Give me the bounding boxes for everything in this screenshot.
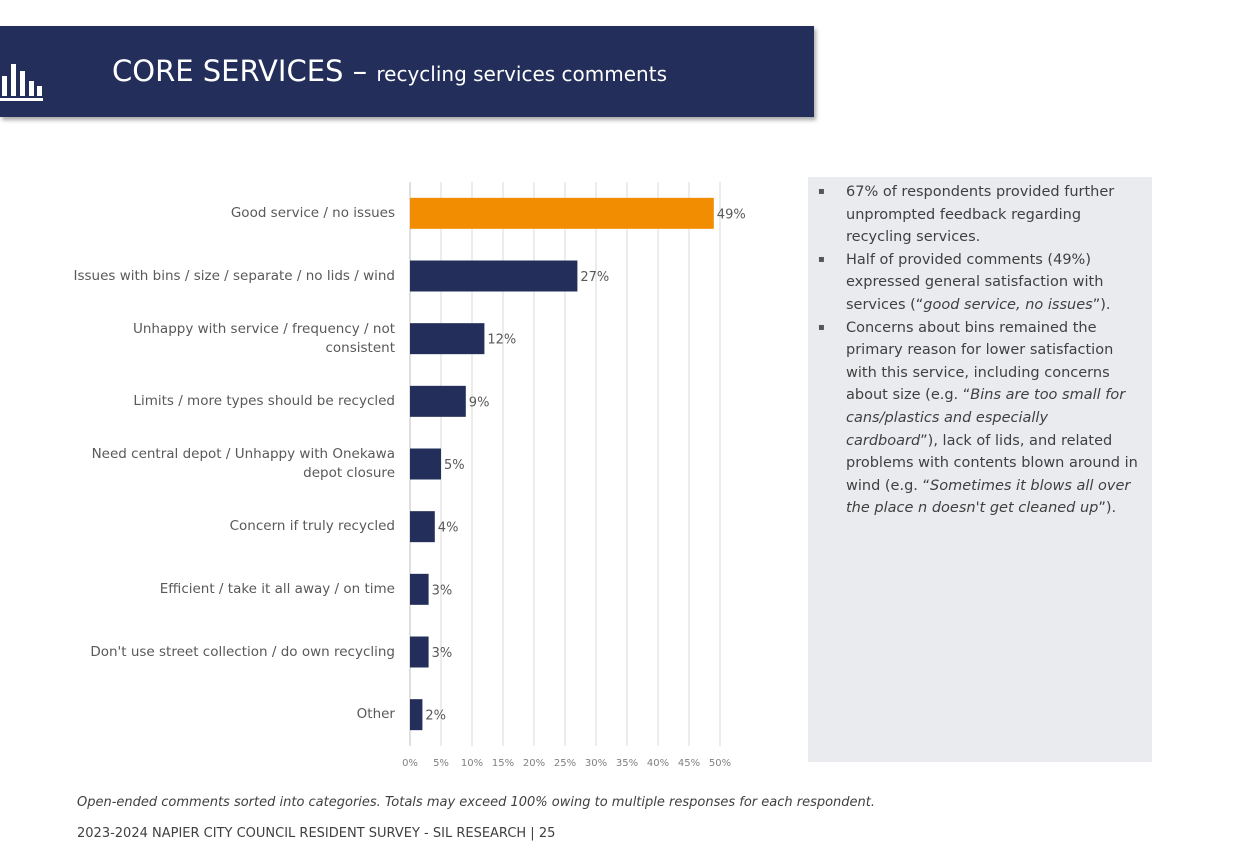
category-label: Efficient / take it all away / on time xyxy=(159,580,395,597)
x-tick-label: 0% xyxy=(402,758,418,769)
category-label: Other xyxy=(356,706,395,723)
x-tick-label: 10% xyxy=(461,758,483,769)
data-label: 12% xyxy=(487,333,516,348)
notes-panel: 67% of respondents provided further unpr… xyxy=(808,177,1152,762)
bar xyxy=(410,573,429,605)
category-label: Don't use street collection / do own rec… xyxy=(90,643,395,660)
data-label: 3% xyxy=(432,583,453,598)
note-text: ”), lack of lids, and related problems w… xyxy=(846,432,1138,494)
note-text: ”). xyxy=(1092,296,1111,313)
chart-icon xyxy=(0,64,43,101)
footnote: Open-ended comments sorted into categori… xyxy=(77,795,876,810)
data-label: 4% xyxy=(438,521,459,536)
category-label: Limits / more types should be recycled xyxy=(133,392,395,409)
bar xyxy=(410,323,485,355)
data-label: 49% xyxy=(717,207,746,222)
category-label: Issues with bins / size / separate / no … xyxy=(73,267,395,284)
bar xyxy=(410,699,423,731)
note-text: Concerns about bins remained the primary… xyxy=(846,319,1114,404)
header-subtitle: recycling services comments xyxy=(376,62,667,86)
x-tick-label: 5% xyxy=(433,758,449,769)
header-title-row: CORE SERVICES – recycling services comme… xyxy=(112,54,667,88)
bar xyxy=(410,448,441,480)
note-item: Concerns about bins remained the primary… xyxy=(818,317,1142,520)
note-item: 67% of respondents provided further unpr… xyxy=(818,181,1142,249)
note-text: ”). xyxy=(1098,500,1117,517)
x-tick-label: 15% xyxy=(492,758,514,769)
x-tick-label: 20% xyxy=(523,758,545,769)
x-tick-label: 25% xyxy=(554,758,576,769)
bar xyxy=(410,260,578,292)
bar xyxy=(410,197,714,229)
data-label: 27% xyxy=(580,270,609,285)
category-label: Need central depot / Unhappy with Onekaw… xyxy=(91,446,395,481)
bar xyxy=(410,511,435,543)
x-tick-label: 50% xyxy=(709,758,731,769)
x-tick-label: 40% xyxy=(647,758,669,769)
header-title: CORE SERVICES – xyxy=(112,54,368,88)
bar xyxy=(410,385,466,417)
category-label: Unhappy with service / frequency / not c… xyxy=(132,320,395,356)
x-tick-label: 30% xyxy=(585,758,607,769)
header-banner: CORE SERVICES – recycling services comme… xyxy=(0,26,814,117)
data-label: 2% xyxy=(425,709,446,724)
footer: 2023-2024 NAPIER CITY COUNCIL RESIDENT S… xyxy=(77,826,556,841)
bar xyxy=(410,636,429,668)
note-quote: Bins are too small for cans/plastics and… xyxy=(846,387,1126,449)
note-item: Half of provided comments (49%) expresse… xyxy=(818,249,1142,317)
note-text: 67% of respondents provided further unpr… xyxy=(846,184,1115,246)
data-label: 5% xyxy=(444,458,465,473)
x-tick-label: 35% xyxy=(616,758,638,769)
category-label: Concern if truly recycled xyxy=(229,518,395,535)
data-label: 9% xyxy=(469,395,490,410)
notes-list: 67% of respondents provided further unpr… xyxy=(808,177,1152,520)
data-label: 3% xyxy=(432,646,453,661)
chart: 0% 5% 10% 15% 20% 25% 30% 35% 40% 45% 50% 49% 27% 12%… xyxy=(402,182,746,769)
note-text: Half of provided comments (49%) expresse… xyxy=(846,251,1104,313)
note-quote: Sometimes it blows all over the place n … xyxy=(846,477,1131,517)
category-label: Good service / no issues xyxy=(230,204,395,221)
note-quote: good service, no issues xyxy=(923,296,1093,313)
x-tick-label: 45% xyxy=(678,758,700,769)
